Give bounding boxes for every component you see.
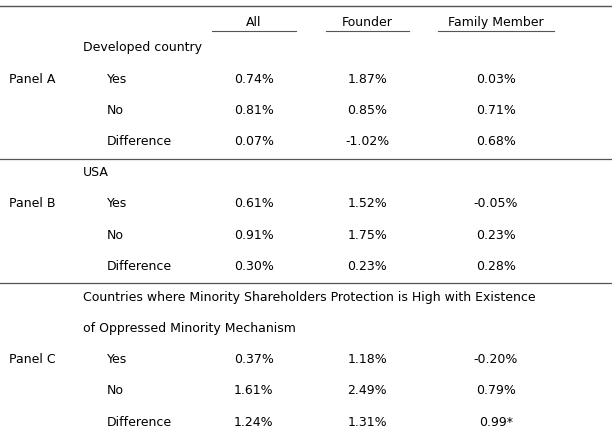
Text: Family Member: Family Member — [448, 16, 543, 29]
Text: 0.71%: 0.71% — [476, 104, 516, 117]
Text: 1.31%: 1.31% — [348, 416, 387, 429]
Text: 1.61%: 1.61% — [234, 384, 274, 397]
Text: 0.81%: 0.81% — [234, 104, 274, 117]
Text: -0.20%: -0.20% — [474, 353, 518, 366]
Text: of Oppressed Minority Mechanism: of Oppressed Minority Mechanism — [83, 322, 296, 335]
Text: Founder: Founder — [341, 16, 393, 29]
Text: Difference: Difference — [107, 416, 172, 429]
Text: 1.52%: 1.52% — [348, 197, 387, 210]
Text: 0.30%: 0.30% — [234, 260, 274, 273]
Text: No: No — [107, 229, 124, 242]
Text: 1.18%: 1.18% — [348, 353, 387, 366]
Text: 0.79%: 0.79% — [476, 384, 516, 397]
Text: 0.74%: 0.74% — [234, 73, 274, 86]
Text: 1.75%: 1.75% — [347, 229, 387, 242]
Text: 0.03%: 0.03% — [476, 73, 516, 86]
Text: 2.49%: 2.49% — [348, 384, 387, 397]
Text: Yes: Yes — [107, 197, 127, 210]
Text: No: No — [107, 104, 124, 117]
Text: Panel C: Panel C — [9, 353, 56, 366]
Text: 0.61%: 0.61% — [234, 197, 274, 210]
Text: 0.85%: 0.85% — [347, 104, 387, 117]
Text: 1.87%: 1.87% — [347, 73, 387, 86]
Text: No: No — [107, 384, 124, 397]
Text: 0.91%: 0.91% — [234, 229, 274, 242]
Text: Yes: Yes — [107, 73, 127, 86]
Text: Yes: Yes — [107, 353, 127, 366]
Text: 1.24%: 1.24% — [234, 416, 274, 429]
Text: -1.02%: -1.02% — [345, 135, 389, 148]
Text: 0.07%: 0.07% — [234, 135, 274, 148]
Text: 0.37%: 0.37% — [234, 353, 274, 366]
Text: Difference: Difference — [107, 135, 172, 148]
Text: USA: USA — [83, 166, 108, 179]
Text: Panel A: Panel A — [9, 73, 56, 86]
Text: All: All — [246, 16, 262, 29]
Text: 0.28%: 0.28% — [476, 260, 516, 273]
Text: 0.68%: 0.68% — [476, 135, 516, 148]
Text: 0.23%: 0.23% — [476, 229, 515, 242]
Text: Panel B: Panel B — [9, 197, 56, 210]
Text: Difference: Difference — [107, 260, 172, 273]
Text: -0.05%: -0.05% — [474, 197, 518, 210]
Text: 0.99*: 0.99* — [479, 416, 513, 429]
Text: Countries where Minority Shareholders Protection is High with Existence: Countries where Minority Shareholders Pr… — [83, 291, 536, 304]
Text: Developed country: Developed country — [83, 42, 201, 55]
Text: 0.23%: 0.23% — [348, 260, 387, 273]
